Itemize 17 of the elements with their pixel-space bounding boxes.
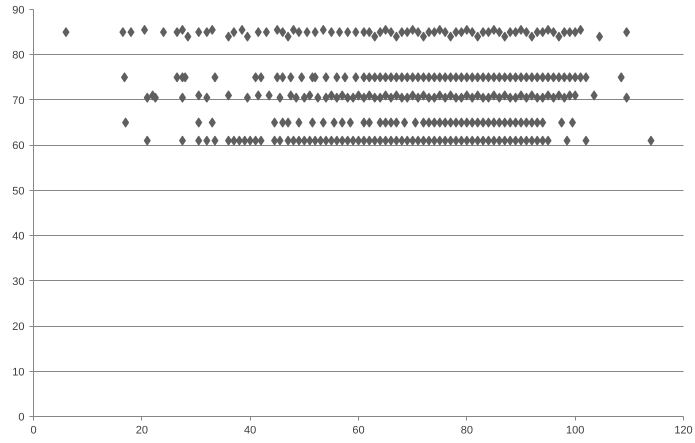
y-tick-label: 10 <box>12 366 25 378</box>
x-tick-label: 20 <box>136 424 148 436</box>
y-tick-label: 90 <box>12 4 25 16</box>
x-tick-label: 100 <box>566 424 584 436</box>
y-tick-label: 50 <box>12 185 25 198</box>
y-tick-label: 60 <box>12 140 25 152</box>
y-tick-label: 30 <box>12 276 25 288</box>
x-tick-label: 120 <box>674 424 693 436</box>
x-tick-label: 0 <box>30 424 37 436</box>
x-tick-label: 80 <box>460 424 473 436</box>
y-tick-label: 40 <box>12 230 25 243</box>
x-tick-label: 60 <box>352 424 365 436</box>
y-tick-label: 20 <box>12 321 25 334</box>
y-tick-label: 0 <box>18 412 25 424</box>
y-tick-label: 80 <box>12 50 25 62</box>
y-tick-label: 70 <box>12 94 25 107</box>
x-tick-label: 40 <box>244 424 256 436</box>
